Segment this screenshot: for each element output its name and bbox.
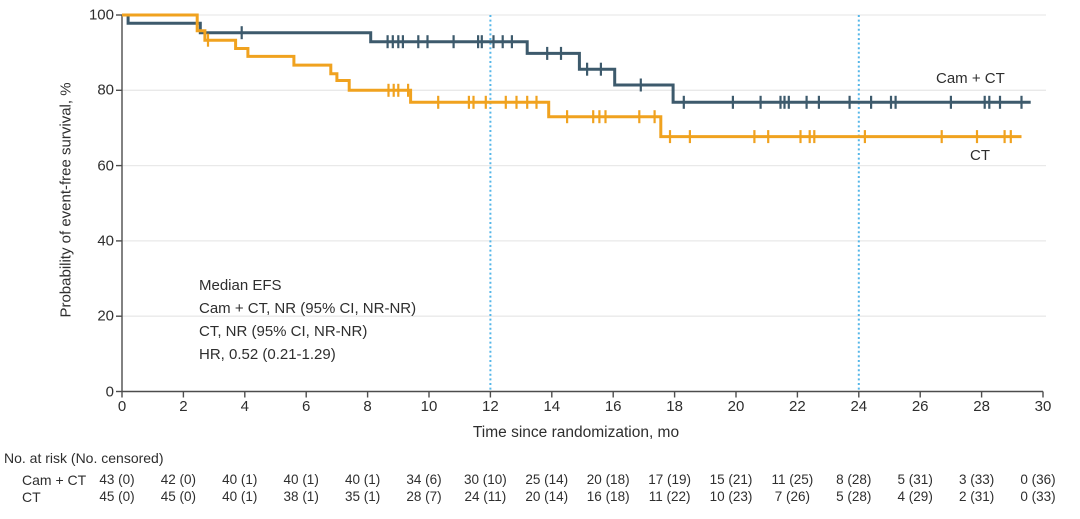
risk-cell-cam-ct-26mo: 5 (31): [897, 472, 933, 487]
y-tick-label-100: 100: [88, 6, 114, 24]
risk-cell-ct-18mo: 11 (22): [648, 489, 691, 504]
series-label-cam-ct: Cam + CT: [936, 70, 1005, 87]
x-tick-label-0: 0: [117, 398, 127, 415]
censor-marks-cam-ct: [240, 26, 1023, 109]
risk-cell-cam-ct-2mo: 42 (0): [160, 472, 197, 487]
annotation-hazard-ratio: HR, 0.52 (0.21-1.29): [199, 346, 336, 363]
x-tick-label-4: 4: [240, 398, 249, 415]
km-curve-ct: [122, 13, 1022, 139]
x-tick-label-8: 8: [363, 398, 372, 415]
risk-cell-cam-ct-16mo: 20 (18): [586, 472, 630, 487]
annotation-ct-median: CT, NR (95% CI, NR-NR): [199, 323, 368, 340]
risk-table-header: No. at risk (No. censored): [4, 450, 164, 466]
risk-cell-ct-4mo: 40 (1): [222, 489, 258, 504]
annotation-median-efs: Median EFS: [199, 277, 282, 294]
x-tick-label-6: 6: [302, 398, 311, 415]
risk-cell-cam-ct-30mo: 0 (36): [1020, 472, 1056, 487]
risk-cell-ct-0mo: 45 (0): [99, 489, 135, 504]
annotation-cam-ct-median: Cam + CT, NR (95% CI, NR-NR): [199, 300, 417, 317]
risk-cell-ct-28mo: 2 (31): [958, 489, 995, 504]
risk-cell-cam-ct-10mo: 34 (6): [406, 472, 442, 487]
risk-cell-cam-ct-28mo: 3 (33): [958, 472, 995, 487]
risk-cell-ct-30mo: 0 (33): [1020, 489, 1056, 504]
x-tick-label-10: 10: [420, 398, 438, 415]
risk-cell-cam-ct-22mo: 11 (25): [771, 472, 814, 487]
censor-marks-ct: [206, 33, 1012, 144]
y-tick-label-40: 40: [97, 232, 114, 250]
x-tick-label-28: 28: [973, 398, 990, 415]
x-tick-label-2: 2: [179, 398, 188, 415]
risk-cell-ct-24mo: 5 (28): [836, 489, 872, 504]
risk-cell-ct-12mo: 24 (11): [464, 489, 507, 504]
x-tick-label-16: 16: [604, 398, 622, 415]
risk-cell-ct-14mo: 20 (14): [525, 489, 569, 504]
risk-cell-cam-ct-14mo: 25 (14): [525, 472, 569, 487]
risk-cell-ct-22mo: 7 (26): [774, 489, 811, 504]
x-tick-label-12: 12: [482, 398, 499, 415]
risk-cell-ct-2mo: 45 (0): [160, 489, 197, 504]
risk-cell-cam-ct-12mo: 30 (10): [464, 472, 507, 487]
risk-cell-cam-ct-18mo: 17 (19): [648, 472, 691, 487]
stats-annotation: Median EFS Cam + CT, NR (95% CI, NR-NR) …: [199, 274, 416, 366]
risk-cell-cam-ct-24mo: 8 (28): [836, 472, 872, 487]
x-tick-label-26: 26: [911, 398, 929, 415]
risk-cell-ct-6mo: 38 (1): [283, 489, 319, 504]
risk-cell-cam-ct-20mo: 15 (21): [709, 472, 753, 487]
y-tick-label-60: 60: [97, 157, 114, 175]
series-label-ct: CT: [970, 147, 990, 164]
y-tick-label-80: 80: [97, 81, 114, 99]
x-tick-label-14: 14: [543, 398, 561, 415]
risk-row-label-ct: CT: [22, 489, 41, 505]
risk-cell-ct-16mo: 16 (18): [586, 489, 630, 504]
x-tick-label-24: 24: [850, 398, 868, 415]
risk-cell-ct-10mo: 28 (7): [406, 489, 442, 504]
x-tick-label-22: 22: [789, 398, 806, 415]
risk-row-label-cam-ct: Cam + CT: [22, 472, 87, 488]
x-tick-label-30: 30: [1034, 398, 1052, 415]
risk-cell-cam-ct-8mo: 40 (1): [344, 472, 381, 487]
y-tick-label-20: 20: [97, 307, 114, 325]
y-tick-label-0: 0: [105, 383, 114, 400]
risk-cell-cam-ct-4mo: 40 (1): [222, 472, 258, 487]
risk-cell-ct-8mo: 35 (1): [344, 489, 381, 504]
risk-cell-ct-20mo: 10 (23): [709, 489, 753, 504]
km-curve-cam-ct: [122, 13, 1031, 104]
x-tick-label-18: 18: [666, 398, 683, 415]
y-axis-title: Probability of event-free survival, %: [57, 82, 75, 318]
risk-cell-cam-ct-6mo: 40 (1): [283, 472, 319, 487]
risk-cell-ct-26mo: 4 (29): [897, 489, 933, 504]
risk-cell-cam-ct-0mo: 43 (0): [99, 472, 135, 487]
x-tick-label-20: 20: [727, 398, 745, 415]
x-axis-title: Time since randomization, mo: [472, 424, 680, 441]
